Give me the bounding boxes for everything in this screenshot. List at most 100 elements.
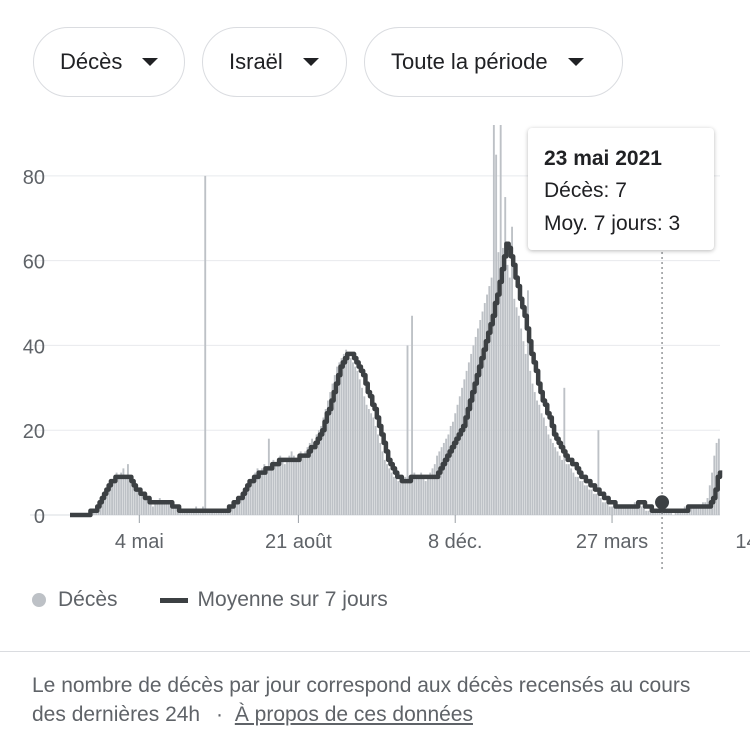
deaths-bar: [531, 383, 534, 515]
deaths-bar: [558, 455, 561, 515]
deaths-bar: [577, 476, 579, 515]
deaths-bar: [261, 468, 263, 515]
deaths-bar: [354, 366, 357, 515]
deaths-bar: [472, 345, 475, 515]
deaths-bar: [556, 451, 559, 515]
deaths-bar: [631, 506, 634, 515]
deaths-bar: [349, 358, 352, 515]
deaths-bar: [265, 468, 268, 515]
deaths-bar: [463, 379, 466, 515]
deaths-bar: [286, 459, 288, 515]
deaths-bar: [713, 455, 716, 515]
deaths-bar: [649, 510, 652, 515]
deaths-bar: [456, 404, 459, 515]
deaths-bar: [517, 315, 520, 515]
deaths-bar: [481, 311, 484, 515]
deaths-bar: [363, 396, 366, 515]
hover-cursor: [655, 252, 670, 570]
deaths-bar: [336, 366, 338, 515]
deaths-bar: [458, 396, 461, 515]
deaths-bar: [465, 370, 468, 515]
deaths-bar: [502, 247, 504, 515]
deaths-bar: [588, 489, 591, 515]
divider: [0, 651, 750, 652]
deaths-bar: [522, 341, 525, 515]
deaths-bar: [274, 464, 277, 515]
deaths-bar: [597, 430, 600, 515]
x-tick-label: 4 mai: [115, 531, 164, 553]
deaths-bar: [399, 481, 402, 515]
deaths-bar: [697, 506, 700, 515]
deaths-bar: [645, 510, 648, 515]
deaths-bar: [383, 459, 386, 515]
deaths-bar: [427, 476, 429, 515]
deaths-bar: [252, 476, 254, 515]
y-tick-label: 80: [23, 167, 45, 189]
deaths-bar: [311, 438, 313, 515]
deaths-bar: [138, 489, 141, 515]
deaths-bar: [574, 476, 577, 515]
deaths-bar: [549, 438, 552, 515]
chart-legend: Décès Moyenne sur 7 jours: [32, 588, 388, 612]
deaths-bar: [158, 498, 161, 515]
deaths-bar: [111, 481, 113, 515]
deaths-bar: [331, 383, 334, 515]
deaths-bar: [581, 481, 584, 515]
deaths-bar: [529, 370, 532, 515]
deaths-bar: [163, 502, 166, 515]
footer-separator: ·: [215, 703, 223, 726]
deaths-bar: [513, 298, 516, 515]
footer-note-text: Le nombre de décès par jour correspond a…: [32, 674, 691, 726]
deaths-bar: [402, 476, 404, 515]
deaths-bar: [156, 502, 159, 515]
deaths-bar: [288, 455, 291, 515]
deaths-bar: [124, 476, 127, 515]
deaths-bar: [561, 459, 563, 515]
metric-dropdown[interactable]: Décès: [33, 27, 185, 97]
deaths-bar: [408, 476, 411, 515]
period-dropdown[interactable]: Toute la période: [364, 27, 623, 97]
deaths-bar: [140, 489, 143, 515]
deaths-bar: [699, 506, 702, 515]
deaths-bar: [240, 498, 243, 515]
deaths-bar: [329, 392, 332, 515]
tooltip-deaths: Décès: 7: [544, 179, 627, 202]
deaths-bar: [629, 506, 632, 515]
deaths-bar: [452, 421, 454, 515]
deaths-bar: [174, 506, 177, 515]
deaths-bar: [613, 506, 616, 515]
deaths-bar: [617, 506, 620, 515]
metric-dropdown-label: Décès: [60, 49, 123, 74]
legend-bars-swatch: [32, 593, 46, 607]
deaths-bar: [390, 472, 393, 515]
deaths-bar: [297, 455, 300, 515]
deaths-bar: [436, 455, 438, 515]
deaths-bar: [133, 485, 136, 515]
deaths-bar: [565, 464, 568, 515]
deaths-bar: [245, 489, 248, 515]
deaths-bar: [249, 481, 252, 515]
deaths-bar: [320, 425, 323, 515]
deaths-bar: [147, 502, 150, 515]
deaths-bar: [447, 434, 450, 515]
deaths-bar: [642, 506, 645, 515]
average-line-path: [70, 241, 723, 518]
deaths-bar: [615, 506, 618, 515]
deaths-bar: [381, 451, 384, 515]
deaths-bar: [477, 328, 479, 515]
deaths-bar: [579, 481, 582, 515]
deaths-bar: [431, 468, 434, 515]
about-data-link[interactable]: À propos de ces données: [234, 703, 473, 726]
deaths-bar: [540, 413, 543, 515]
deaths-bar: [333, 375, 336, 515]
x-tick-label: 8 déc.: [428, 531, 482, 553]
deaths-bar: [372, 417, 375, 515]
deaths-bar: [479, 320, 482, 515]
deaths-chart[interactable]: 0 20 40 60 80 4 mai 21 août 8 déc. 27 mars 14 ju…: [0, 110, 750, 575]
deaths-bar: [322, 417, 325, 515]
deaths-bar: [152, 506, 154, 515]
region-dropdown[interactable]: Israël: [202, 27, 347, 97]
footer-note: Le nombre de décès par jour correspond a…: [32, 671, 722, 729]
x-tick-label: 21 août: [265, 531, 332, 553]
deaths-bar: [620, 506, 623, 515]
